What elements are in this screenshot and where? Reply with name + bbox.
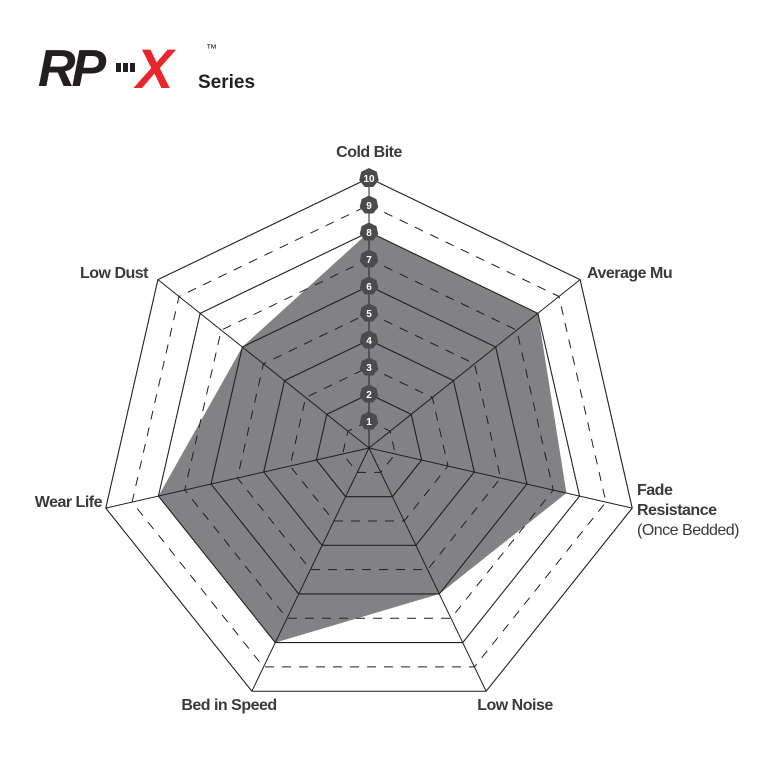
tick-label-6: 6	[366, 282, 372, 293]
axis-spoke-4	[251, 447, 370, 692]
logo-rp: RP	[38, 40, 107, 98]
axis-label-2-line-2: (Once Bedded)	[637, 522, 739, 539]
tick-badge-2	[359, 384, 379, 403]
rpx-series-logo: RP X ™ Series	[38, 38, 255, 98]
grid-ring-5	[236, 312, 502, 571]
grid-ring-10	[105, 177, 633, 692]
logo-series: Series	[198, 72, 255, 93]
axis-label-5: Wear Life	[35, 494, 103, 511]
axis-spoke-1	[368, 279, 581, 449]
tick-label-9: 9	[366, 201, 372, 212]
logo-tm: ™	[206, 43, 217, 55]
grid-ring-4	[263, 339, 475, 546]
tick-badge-9	[359, 195, 379, 214]
axis-spoke-3	[368, 447, 487, 692]
tick-label-5: 5	[366, 309, 372, 320]
logo-x: X	[133, 38, 177, 98]
axis-spoke-5	[105, 447, 370, 509]
axis-spoke-6	[157, 279, 370, 449]
tick-label-2: 2	[366, 390, 372, 401]
logo-bars-icon	[116, 63, 135, 72]
grid-ring-2	[315, 393, 423, 498]
tick-label-8: 8	[366, 228, 372, 239]
tick-badge-5	[359, 303, 379, 322]
tick-label-4: 4	[366, 336, 372, 347]
tick-badge-1	[359, 411, 379, 430]
axis-label-2-line-1: Resistance	[637, 502, 717, 519]
axis-spoke-2	[368, 447, 633, 509]
tick-label-10: 10	[363, 174, 375, 185]
grid-ring-3	[289, 366, 449, 522]
axis-label-0: Cold Bite	[336, 144, 402, 161]
tick-badge-6	[359, 276, 379, 295]
tick-badge-8	[359, 222, 379, 241]
tick-label-7: 7	[366, 255, 372, 266]
grid-ring-8	[157, 231, 581, 644]
grid-ring-1	[342, 420, 396, 473]
data-area	[158, 232, 567, 643]
tick-badge-10	[359, 168, 379, 188]
tick-label-1: 1	[366, 417, 372, 428]
tick-badge-7	[359, 249, 379, 268]
grid-ring-7	[184, 258, 554, 619]
grid-ring-6	[210, 285, 528, 595]
axis-label-2-line-0: Fade	[637, 482, 673, 499]
tick-badge-3	[359, 357, 379, 376]
axis-label-1: Average Mu	[587, 265, 672, 282]
grid-ring-9	[131, 204, 607, 668]
axis-label-3: Low Noise	[477, 697, 553, 714]
axis-label-6: Low Dust	[80, 265, 149, 282]
axis-label-4: Bed in Speed	[181, 697, 276, 714]
tick-badge-4	[359, 330, 379, 349]
tick-label-3: 3	[366, 363, 372, 374]
